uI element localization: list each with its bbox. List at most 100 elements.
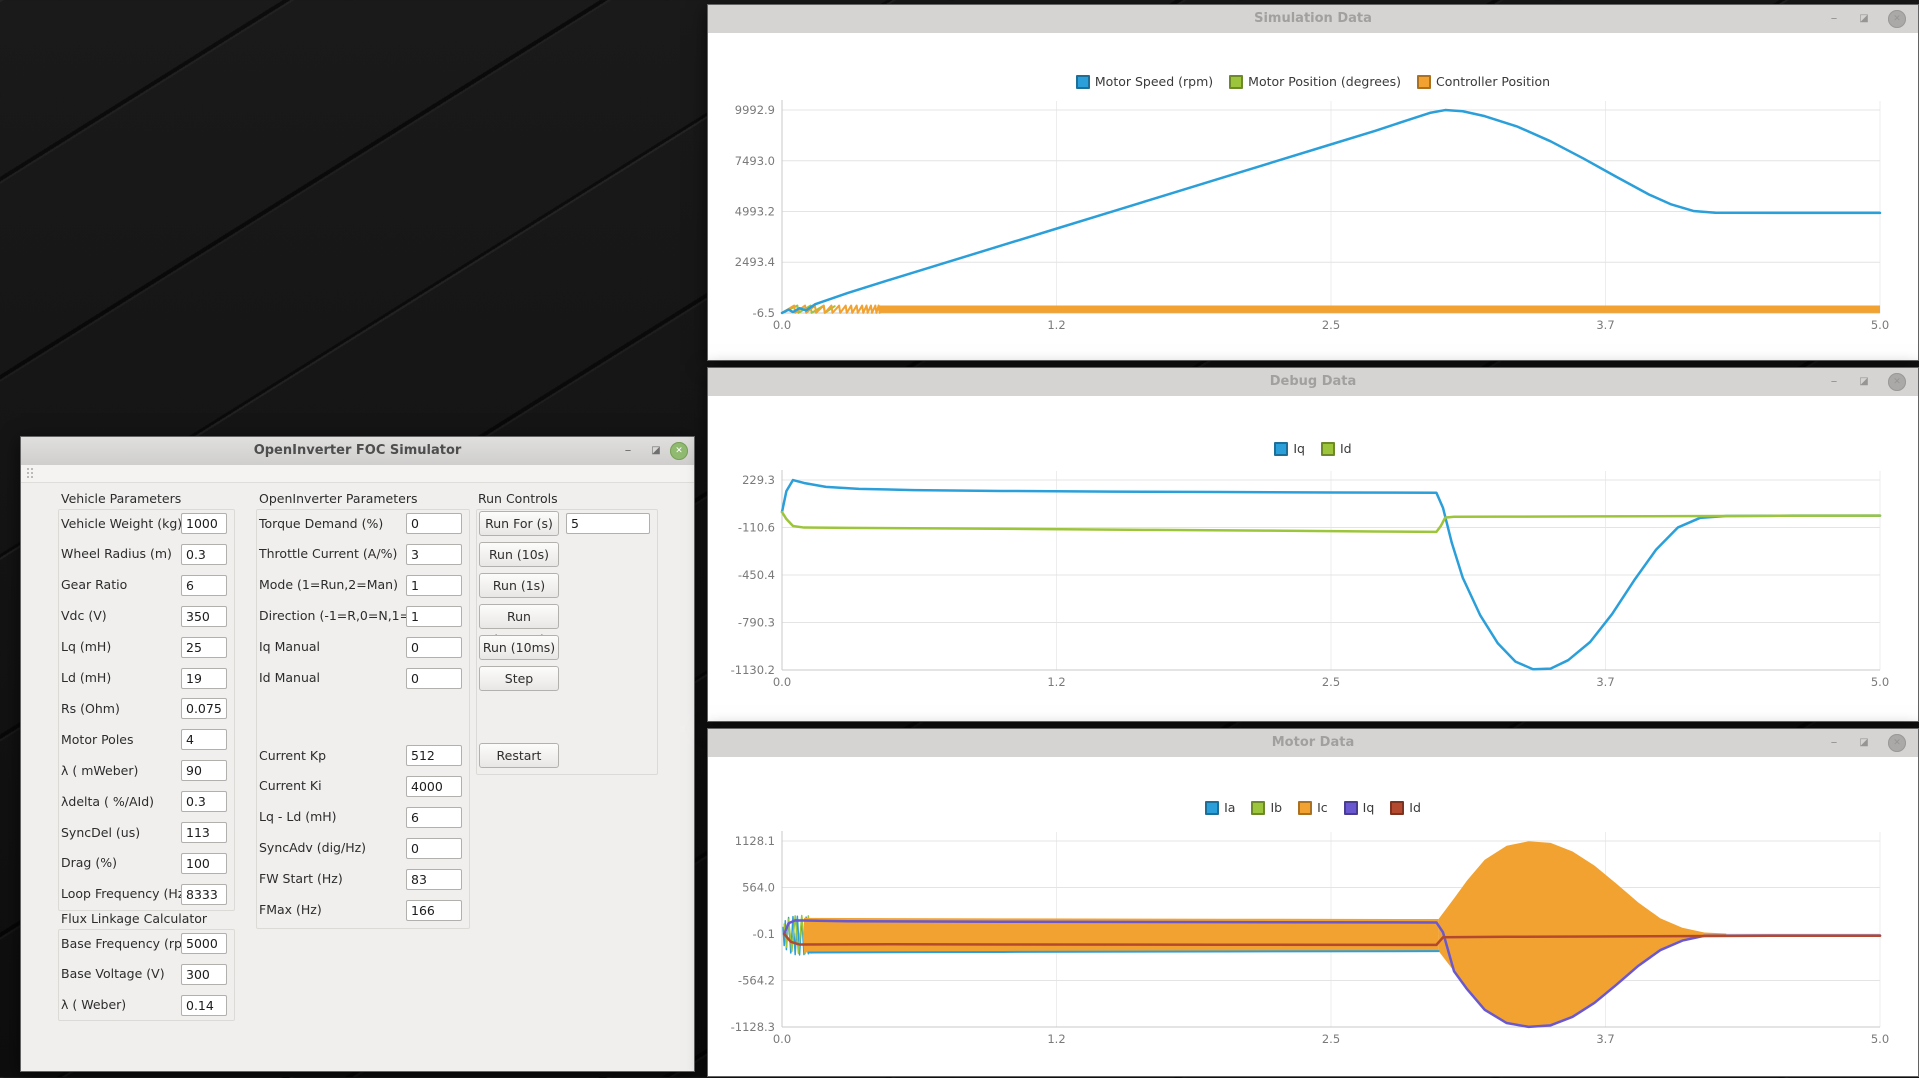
minimize-icon[interactable]: – <box>1830 374 1838 389</box>
window-title: Simulation Data <box>1254 11 1372 26</box>
restore-icon[interactable]: ◪ <box>651 445 661 456</box>
legend-item-id: Id <box>1321 441 1352 456</box>
legend-swatch-icon <box>1229 74 1244 89</box>
run-for-input[interactable] <box>566 513 650 534</box>
param-input-current-kp[interactable] <box>406 745 462 766</box>
param-input-current-ki[interactable] <box>406 775 462 797</box>
legend-swatch-icon <box>1343 800 1358 815</box>
param-input-mode-1-run-2-man[interactable] <box>406 574 462 596</box>
svg-text:5.0: 5.0 <box>1871 675 1889 689</box>
close-icon[interactable]: ✕ <box>1888 734 1906 752</box>
run-button-step[interactable]: Step <box>479 665 559 691</box>
run-for-button[interactable]: Run For (s) <box>479 511 559 536</box>
legend-item-motor-speed-rpm: Motor Speed (rpm) <box>1075 74 1213 89</box>
svg-text:5.0: 5.0 <box>1871 1032 1889 1046</box>
legend-item-iq: Iq <box>1343 800 1374 815</box>
param-input-fw-start-hz[interactable] <box>406 868 462 890</box>
close-icon[interactable]: ✕ <box>1888 373 1906 391</box>
svg-text:0.0: 0.0 <box>773 318 791 332</box>
param-label-ld-mh: Ld (mH) <box>61 670 112 685</box>
svg-text:3.7: 3.7 <box>1596 675 1614 689</box>
legend-swatch-icon <box>1251 800 1266 815</box>
run-button-run-100ms[interactable]: Run (100ms) <box>479 603 559 647</box>
run-button-run-1s[interactable]: Run (1s) <box>479 572 559 598</box>
param-input-lq-mh[interactable] <box>181 636 227 658</box>
legend-item-motor-position-degrees: Motor Position (degrees) <box>1229 74 1401 89</box>
minimize-icon[interactable]: – <box>1830 735 1838 750</box>
debug-chart-legend: Iq Id <box>708 441 1918 456</box>
param-label-fmax-hz: FMax (Hz) <box>259 902 322 917</box>
param-input-ld-mh[interactable] <box>181 667 227 689</box>
restore-icon[interactable]: ◪ <box>1859 13 1869 24</box>
param-input-throttle-current-a[interactable] <box>406 543 462 565</box>
param-input-base-frequency-rpm[interactable] <box>181 933 227 954</box>
param-label-syncadv-dig-hz: SyncAdv (dig/Hz) <box>259 840 367 856</box>
param-input-wheel-radius-m[interactable] <box>181 543 227 565</box>
restore-icon[interactable]: ◪ <box>1859 737 1869 748</box>
param-label-base-frequency-rpm: Base Frequency (rpm) <box>61 935 199 951</box>
run-button-run-10ms[interactable]: Run (10ms) <box>479 634 559 660</box>
legend-label: Id <box>1340 441 1352 456</box>
motor-chart-area: Ia Ib Ic Iq Id 1128.1 564.0 -0.1 -564.2 -1128.3 0… <box>708 757 1918 1076</box>
param-label-vdc-v: Vdc (V) <box>61 608 107 624</box>
debug-chart-area: Iq Id 229.3 -110.6 -450.4 -790.3 -1130.2 0.0 1.… <box>708 396 1918 721</box>
svg-text:-1130.2: -1130.2 <box>731 663 775 677</box>
svg-text:7493.0: 7493.0 <box>735 154 775 168</box>
param-input-fmax-hz[interactable] <box>406 899 462 921</box>
param-input-direction-1-r-0-n-1-f[interactable] <box>406 605 462 627</box>
svg-text:2.5: 2.5 <box>1322 318 1340 332</box>
param-label-id-manual: Id Manual <box>259 670 321 685</box>
svg-text:0.0: 0.0 <box>773 1032 791 1046</box>
titlebar-debug-data[interactable]: Debug Data – ◪ ✕ <box>708 368 1918 397</box>
param-input-rs-ohm[interactable] <box>181 698 227 720</box>
param-input-lq-ld-mh[interactable] <box>406 806 462 828</box>
motor-chart-plot: 1128.1 564.0 -0.1 -564.2 -1128.30.0 1.2 2.5 3.7… <box>731 831 1889 1046</box>
run-button-run-10s[interactable]: Run (10s) <box>479 541 559 567</box>
minimize-icon[interactable]: – <box>624 443 632 458</box>
flux-group-frame <box>58 929 235 1021</box>
param-label-iq-manual: Iq Manual <box>259 639 321 655</box>
legend-item-ia: Ia <box>1205 800 1235 815</box>
svg-text:1.2: 1.2 <box>1047 318 1065 332</box>
param-input-weber[interactable] <box>181 994 227 1016</box>
vehicle-group-frame <box>58 509 235 911</box>
param-input-mweber[interactable] <box>181 760 227 782</box>
param-input-syncadv-dig-hz[interactable] <box>406 837 462 859</box>
param-input-syncdel-us[interactable] <box>181 822 227 843</box>
svg-text:0.0: 0.0 <box>773 675 791 689</box>
legend-label: Id <box>1409 800 1421 815</box>
svg-text:229.3: 229.3 <box>742 473 775 487</box>
param-input-motor-poles[interactable] <box>181 729 227 751</box>
param-input-iq-manual[interactable] <box>406 636 462 658</box>
minimize-icon[interactable]: – <box>1830 11 1838 26</box>
param-input-id-manual[interactable] <box>406 667 462 689</box>
param-input-delta-aid[interactable] <box>181 791 227 813</box>
param-input-vehicle-weight-kg[interactable] <box>181 513 227 534</box>
simulation-chart-plot: 9992.9 7493.0 4993.2 2493.4 -6.50.0 1.2 2.5 3.7… <box>735 100 1889 332</box>
legend-item-id: Id <box>1390 800 1421 815</box>
param-label-syncdel-us: SyncDel (us) <box>61 824 141 840</box>
param-input-loop-frequency-hz[interactable] <box>181 883 227 905</box>
param-label-loop-frequency-hz: Loop Frequency (Hz) <box>61 886 190 902</box>
param-input-drag[interactable] <box>181 852 227 874</box>
close-icon[interactable]: ✕ <box>670 442 688 460</box>
param-input-base-voltage-v[interactable] <box>181 963 227 985</box>
legend-label: Controller Position <box>1435 74 1551 89</box>
restore-icon[interactable]: ◪ <box>1859 376 1869 387</box>
param-input-torque-demand[interactable] <box>406 513 462 534</box>
svg-text:564.0: 564.0 <box>742 881 775 895</box>
param-input-gear-ratio[interactable] <box>181 574 227 596</box>
run-group-frame <box>476 509 658 775</box>
titlebar-simulation-data[interactable]: Simulation Data – ◪ ✕ <box>708 5 1918 34</box>
toolbar-grip-icon[interactable] <box>26 467 33 479</box>
titlebar-motor-data[interactable]: Motor Data – ◪ ✕ <box>708 729 1918 758</box>
close-icon[interactable]: ✕ <box>1888 10 1906 28</box>
restart-button[interactable]: Restart <box>479 743 559 768</box>
param-label-lq-ld-mh: Lq - Ld (mH) <box>259 809 337 825</box>
window-debug-data: Debug Data – ◪ ✕ Iq Id 229.3 -110.6 -450.4 -… <box>707 367 1919 722</box>
titlebar-foc-simulator[interactable]: OpenInverter FOC Simulator – ◪ ✕ <box>21 437 694 466</box>
param-label-lq-mh: Lq (mH) <box>61 639 112 655</box>
svg-text:2.5: 2.5 <box>1322 675 1340 689</box>
param-input-vdc-v[interactable] <box>181 605 227 627</box>
param-label-direction-1-r-0-n-1-f: Direction (-1=R,0=N,1=F) <box>259 608 423 624</box>
